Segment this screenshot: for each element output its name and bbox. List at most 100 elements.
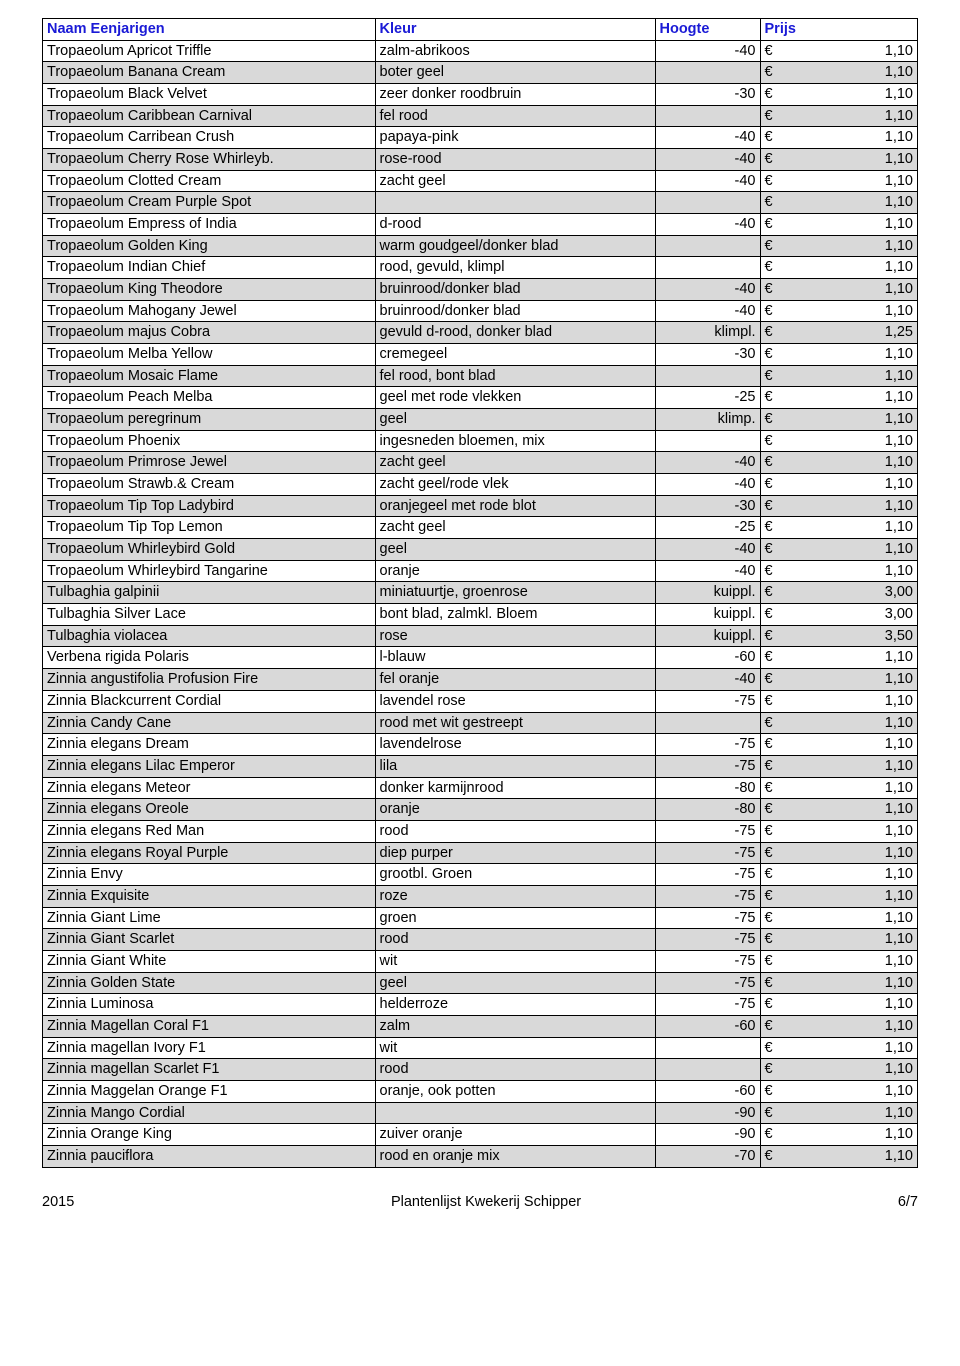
- cell-height: -75: [655, 950, 760, 972]
- cell-name: Zinnia Golden State: [43, 972, 376, 994]
- cell-name: Tropaeolum King Theodore: [43, 279, 376, 301]
- price-amount: 1,10: [885, 1126, 913, 1143]
- table-row: Tropaeolum Cream Purple Spot€1,10: [43, 192, 918, 214]
- cell-height: -70: [655, 1145, 760, 1167]
- cell-price: €1,10: [760, 344, 918, 366]
- cell-height: -40: [655, 214, 760, 236]
- cell-name: Zinnia Orange King: [43, 1124, 376, 1146]
- cell-name: Tropaeolum Mahogany Jewel: [43, 300, 376, 322]
- price-amount: 1,25: [885, 324, 913, 341]
- table-row: Tropaeolum Mosaic Flamefel rood, bont bl…: [43, 365, 918, 387]
- cell-color: fel rood: [375, 105, 655, 127]
- cell-price: €3,00: [760, 582, 918, 604]
- table-row: Tropaeolum Apricot Trifflezalm-abrikoos-…: [43, 40, 918, 62]
- table-header-row: Naam Eenjarigen Kleur Hoogte Prijs: [43, 19, 918, 41]
- price-amount: 1,10: [885, 43, 913, 60]
- table-row: Tropaeolum Empress of Indiad-rood-40€1,1…: [43, 214, 918, 236]
- table-row: Tulbaghia Silver Lacebont blad, zalmkl. …: [43, 604, 918, 626]
- cell-height: -40: [655, 300, 760, 322]
- currency-symbol: €: [765, 780, 773, 797]
- cell-price: €1,10: [760, 279, 918, 301]
- cell-price: €3,50: [760, 625, 918, 647]
- currency-symbol: €: [765, 129, 773, 146]
- table-row: Tropaeolum Tip Top Ladybirdoranjegeel me…: [43, 495, 918, 517]
- currency-symbol: €: [765, 715, 773, 732]
- cell-name: Tropaeolum Whirleybird Gold: [43, 539, 376, 561]
- cell-name: Zinnia Blackcurrent Cordial: [43, 690, 376, 712]
- cell-color: grootbl. Groen: [375, 864, 655, 886]
- price-amount: 1,10: [885, 1018, 913, 1035]
- price-amount: 1,10: [885, 758, 913, 775]
- currency-symbol: €: [765, 1040, 773, 1057]
- currency-symbol: €: [765, 888, 773, 905]
- currency-symbol: €: [765, 433, 773, 450]
- cell-price: €1,10: [760, 1059, 918, 1081]
- table-row: Zinnia elegans Lilac Emperorlila-75€1,10: [43, 755, 918, 777]
- price-amount: 1,10: [885, 953, 913, 970]
- price-amount: 1,10: [885, 693, 913, 710]
- cell-height: -75: [655, 690, 760, 712]
- table-row: Tropaeolum Cherry Rose Whirleyb.rose-roo…: [43, 149, 918, 171]
- price-amount: 1,10: [885, 931, 913, 948]
- cell-color: rood, gevuld, klimpl: [375, 257, 655, 279]
- cell-height: -30: [655, 495, 760, 517]
- currency-symbol: €: [765, 1105, 773, 1122]
- cell-price: €1,10: [760, 755, 918, 777]
- cell-height: kuippl.: [655, 625, 760, 647]
- cell-color: zacht geel: [375, 170, 655, 192]
- cell-price: €1,10: [760, 40, 918, 62]
- cell-height: -40: [655, 474, 760, 496]
- cell-price: €1,10: [760, 647, 918, 669]
- cell-height: -80: [655, 777, 760, 799]
- cell-name: Tropaeolum Caribbean Carnival: [43, 105, 376, 127]
- cell-color: geel: [375, 409, 655, 431]
- cell-price: €1,10: [760, 885, 918, 907]
- cell-name: Tropaeolum Carribean Crush: [43, 127, 376, 149]
- currency-symbol: €: [765, 151, 773, 168]
- currency-symbol: €: [765, 324, 773, 341]
- currency-symbol: €: [765, 454, 773, 471]
- table-row: Zinnia elegans Meteordonker karmijnrood-…: [43, 777, 918, 799]
- header-color: Kleur: [375, 19, 655, 41]
- price-amount: 1,10: [885, 281, 913, 298]
- cell-name: Tropaeolum Tip Top Ladybird: [43, 495, 376, 517]
- cell-color: diep purper: [375, 842, 655, 864]
- currency-symbol: €: [765, 649, 773, 666]
- cell-height: -75: [655, 907, 760, 929]
- cell-price: €1,10: [760, 972, 918, 994]
- cell-height: -75: [655, 885, 760, 907]
- price-amount: 1,10: [885, 454, 913, 471]
- cell-price: €1,10: [760, 907, 918, 929]
- cell-price: €1,10: [760, 300, 918, 322]
- cell-color: zuiver oranje: [375, 1124, 655, 1146]
- table-row: Tulbaghia galpiniiminiatuurtje, groenros…: [43, 582, 918, 604]
- cell-height: [655, 192, 760, 214]
- currency-symbol: €: [765, 1018, 773, 1035]
- price-amount: 1,10: [885, 86, 913, 103]
- cell-name: Zinnia elegans Oreole: [43, 799, 376, 821]
- cell-height: -60: [655, 1015, 760, 1037]
- cell-price: €1,10: [760, 734, 918, 756]
- cell-color: oranje: [375, 799, 655, 821]
- cell-price: €1,10: [760, 495, 918, 517]
- price-amount: 1,10: [885, 563, 913, 580]
- cell-color: rood: [375, 929, 655, 951]
- table-row: Tropaeolum Banana Creamboter geel€1,10: [43, 62, 918, 84]
- table-row: Tropaeolum Whirleybird Goldgeel-40€1,10: [43, 539, 918, 561]
- currency-symbol: €: [765, 281, 773, 298]
- cell-name: Tropaeolum Mosaic Flame: [43, 365, 376, 387]
- currency-symbol: €: [765, 519, 773, 536]
- cell-height: [655, 365, 760, 387]
- cell-price: €1,10: [760, 1124, 918, 1146]
- cell-height: -75: [655, 755, 760, 777]
- cell-color: cremegeel: [375, 344, 655, 366]
- table-row: Tropaeolum majus Cobragevuld d-rood, don…: [43, 322, 918, 344]
- currency-symbol: €: [765, 173, 773, 190]
- cell-height: [655, 1059, 760, 1081]
- cell-price: €1,10: [760, 864, 918, 886]
- cell-name: Tulbaghia Silver Lace: [43, 604, 376, 626]
- table-row: Verbena rigida Polarisl-blauw-60€1,10: [43, 647, 918, 669]
- cell-name: Zinnia Exquisite: [43, 885, 376, 907]
- cell-price: €1,10: [760, 387, 918, 409]
- cell-color: zalm-abrikoos: [375, 40, 655, 62]
